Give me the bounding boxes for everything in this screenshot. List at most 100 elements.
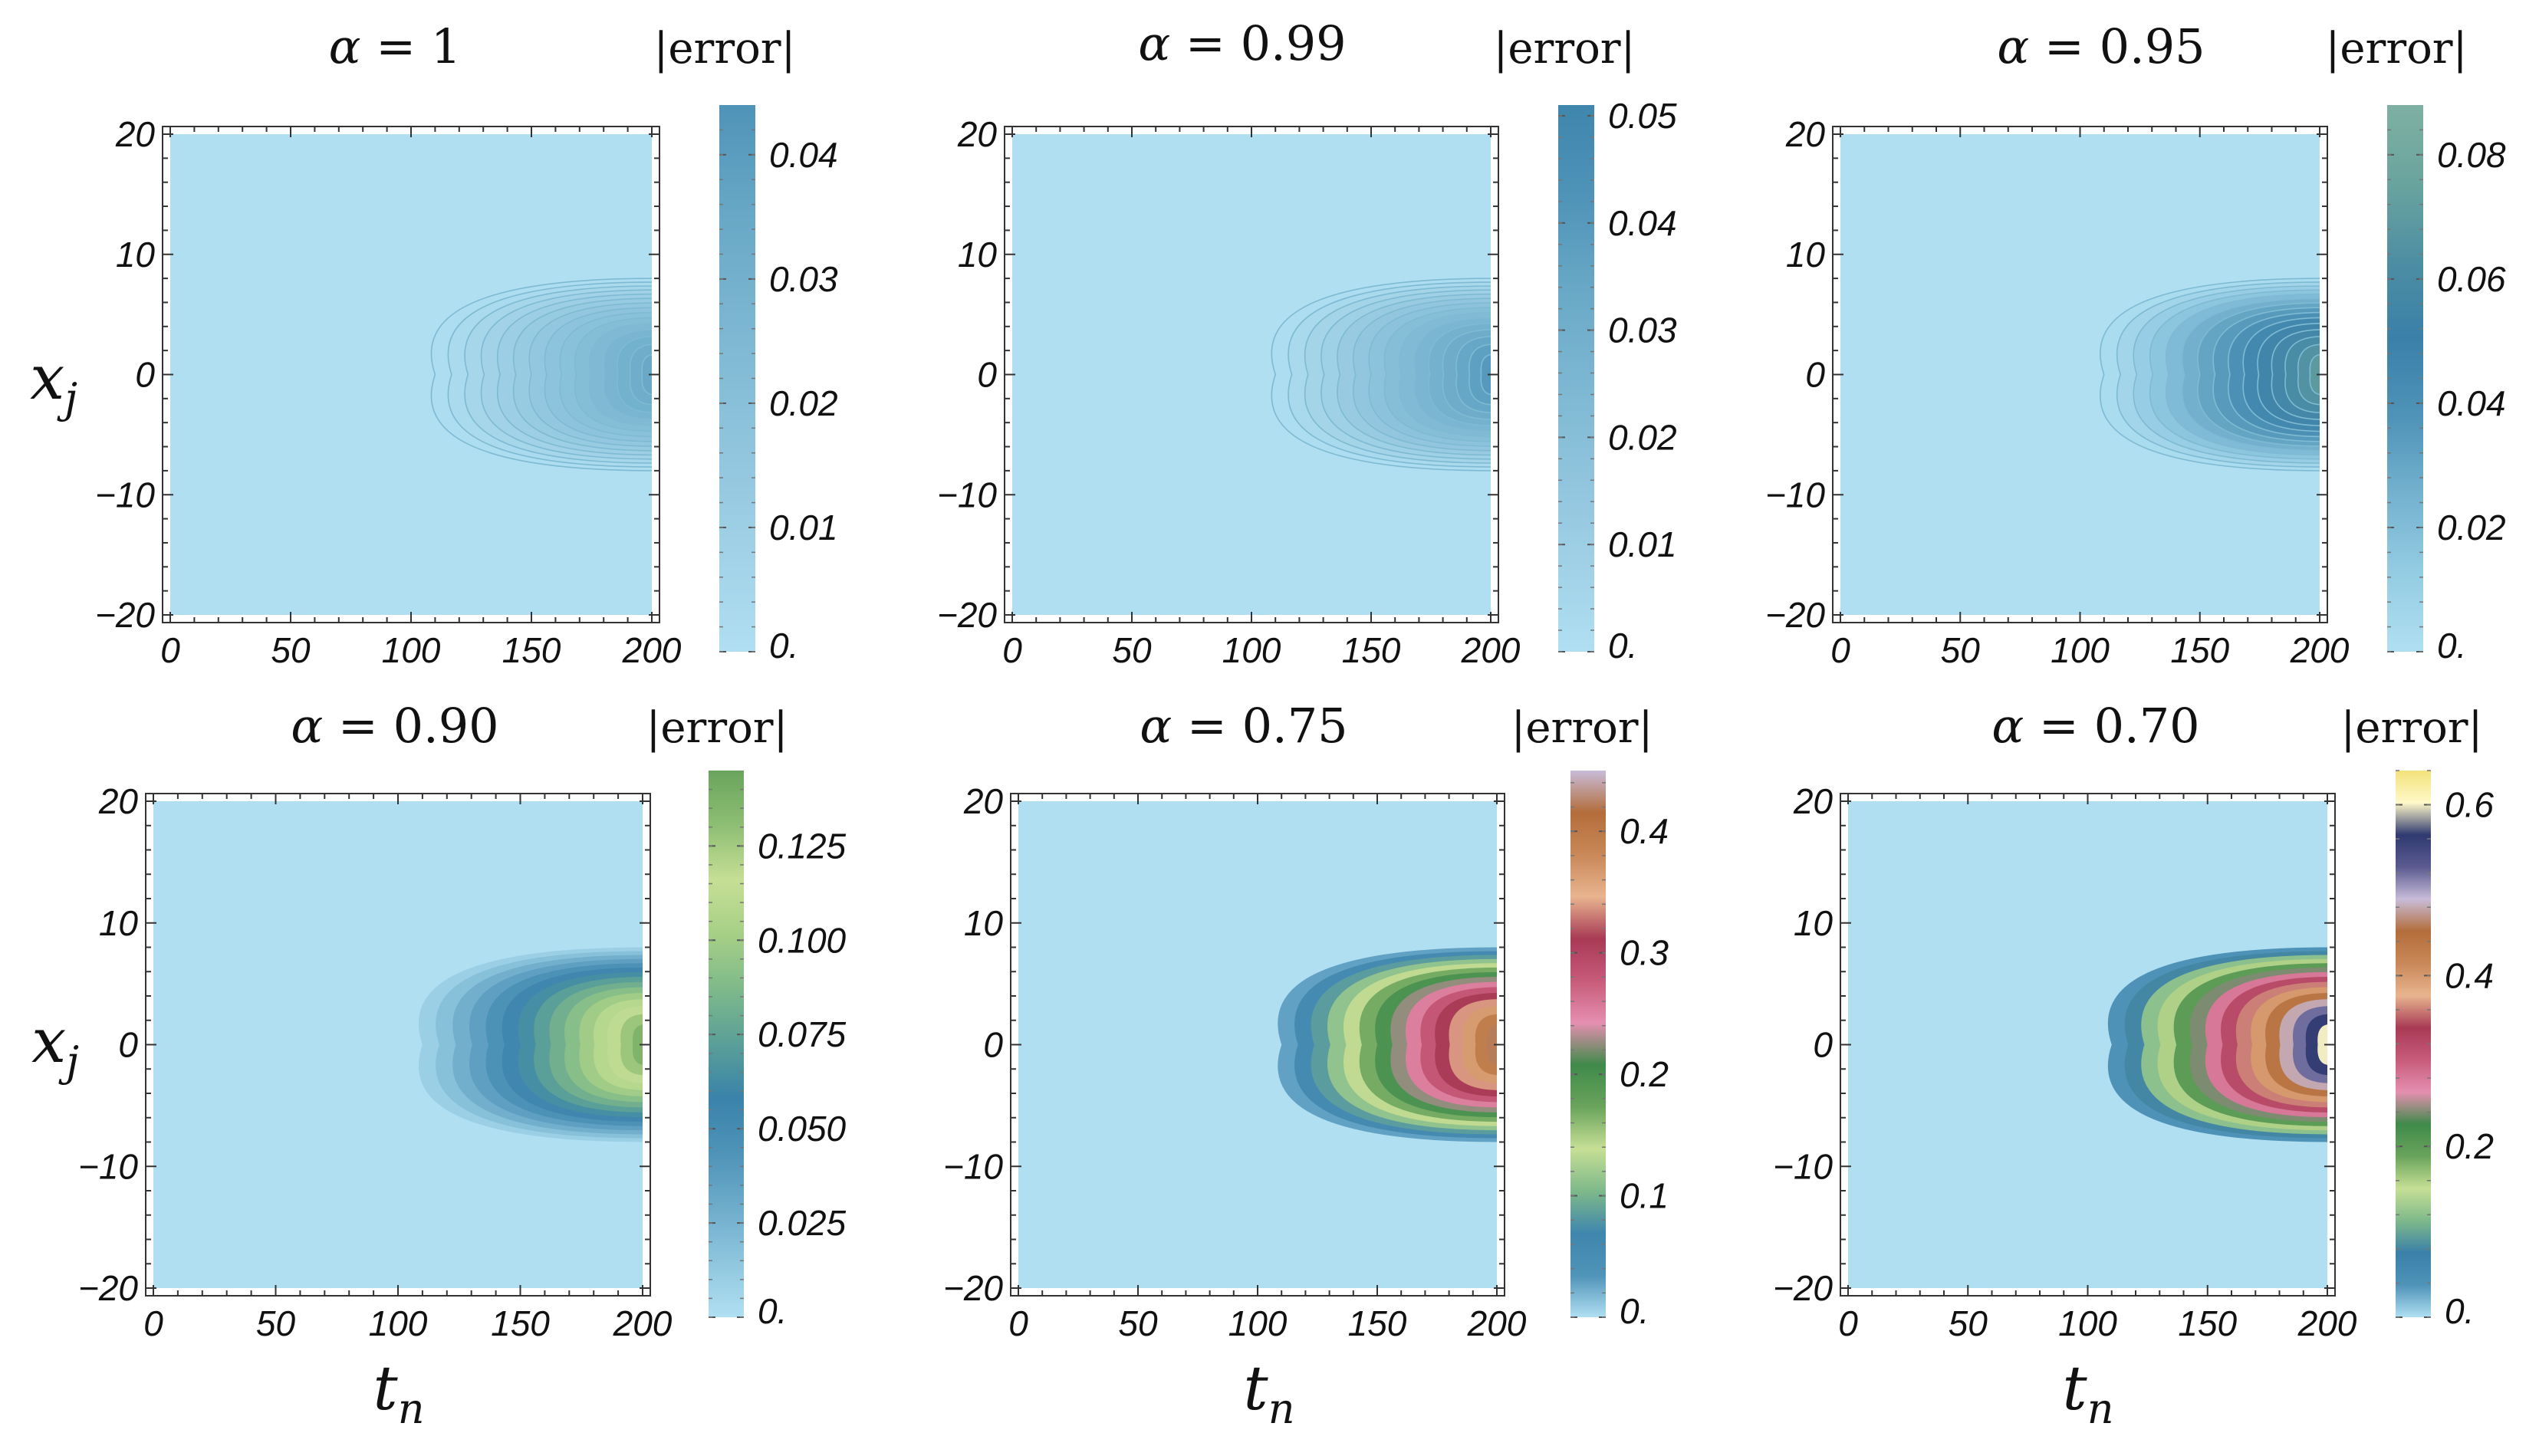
colorbar-title: |error| — [1511, 703, 1653, 753]
colorbar-tick-label: 0.4 — [1620, 811, 1669, 851]
colorbar-title: |error| — [654, 24, 796, 74]
y-tick-label: 10 — [116, 235, 156, 274]
x-tick-label: 50 — [1941, 630, 1981, 670]
x-tick-label: 100 — [1222, 630, 1281, 670]
x-tick-label: 150 — [502, 630, 561, 670]
x-tick-label: 50 — [256, 1303, 296, 1343]
alpha-value: = 0.95 — [2029, 18, 2205, 74]
x-tick-label: 150 — [2170, 630, 2229, 670]
contour-level-15 — [2309, 353, 2320, 396]
colorbar-tick-label: 0.1 — [1620, 1176, 1669, 1216]
y-tick-label: −20 — [1765, 595, 1825, 635]
y-tick-label: 0 — [1805, 355, 1825, 395]
x-tick-label: 0 — [160, 630, 180, 670]
y-tick-label: 10 — [958, 235, 998, 274]
colorbar-tick-label: 0.125 — [758, 826, 847, 866]
contour-level-15 — [641, 353, 652, 396]
colorbar-tick-label: 0.02 — [2437, 508, 2506, 547]
colorbar-title: |error| — [646, 703, 788, 753]
contour-level-15 — [1480, 353, 1491, 396]
contour-group — [430, 278, 652, 472]
colorbar — [719, 105, 755, 652]
ticks — [1840, 794, 2335, 1296]
x-tick-label: 200 — [622, 630, 682, 670]
colorbar-tick-label: 0.075 — [758, 1014, 847, 1054]
colorbar-tick-label: 0.03 — [1608, 311, 1677, 350]
colorbar-tick-label: 0.2 — [2445, 1126, 2494, 1166]
alpha-value: = 0.90 — [323, 698, 498, 754]
y-tick-label: −20 — [95, 595, 155, 635]
panel-title: α = 0.95 — [1997, 18, 2205, 74]
y-tick-label: −10 — [1765, 475, 1825, 514]
x-tick-label: 50 — [1949, 1303, 1988, 1343]
panel-2: 0 50 100 150 200 −20 −10 0 10 20 α = 0.99 0. 0.01 0.0… — [937, 15, 1677, 670]
panel-title: α = 1 — [329, 18, 462, 74]
alpha-symbol: α — [1138, 15, 1170, 71]
colorbar-tick-label: 0.050 — [758, 1109, 847, 1149]
x-tick-label: 0 — [143, 1303, 163, 1343]
y-tick-label: −10 — [78, 1146, 138, 1186]
y-tick-label: −20 — [943, 1268, 1003, 1308]
x-axis-label: tn — [1244, 1352, 1295, 1433]
contour-group — [419, 947, 643, 1142]
y-tick-label: −10 — [937, 475, 997, 514]
panel-title: α = 0.99 — [1138, 15, 1346, 71]
x-tick-label: 100 — [2058, 1303, 2117, 1343]
x-tick-label: 200 — [1467, 1303, 1527, 1343]
y-tick-label: −20 — [1773, 1268, 1833, 1308]
alpha-value: = 0.99 — [1170, 15, 1346, 71]
x-tick-label: 0 — [1002, 630, 1022, 670]
x-tick-label: 150 — [2178, 1303, 2237, 1343]
y-tick-label: −20 — [78, 1268, 138, 1308]
colorbar-tick-label: 0.01 — [1608, 524, 1677, 564]
x-axis-label: tn — [373, 1352, 425, 1433]
alpha-symbol: α — [1997, 18, 2029, 74]
colorbar-tick-label: 0. — [1620, 1291, 1649, 1331]
colorbar-tick-label: 0.100 — [758, 920, 847, 960]
contour-group — [2100, 278, 2320, 472]
x-tick-label: 100 — [2051, 630, 2110, 670]
x-tick-label: 200 — [613, 1303, 673, 1343]
x-tick-label: 200 — [2290, 630, 2350, 670]
colorbar-tick-label: 0. — [2437, 626, 2466, 666]
y-tick-label: 10 — [1786, 235, 1826, 274]
colorbar-title: |error| — [1494, 24, 1636, 74]
colorbar-tick-label: 0. — [1608, 626, 1637, 666]
panel-title: α = 0.70 — [1991, 698, 2199, 754]
colorbar-tick-label: 0.025 — [758, 1203, 847, 1243]
colorbar-tick-label: 0.02 — [1608, 417, 1677, 457]
alpha-value: = 1 — [361, 18, 462, 74]
x-tick-label: 200 — [1461, 630, 1521, 670]
x-tick-label: 50 — [271, 630, 311, 670]
y-tick-label: 20 — [115, 114, 156, 154]
y-tick-label: −10 — [1773, 1146, 1833, 1186]
y-tick-label: 20 — [1793, 781, 1834, 821]
y-tick-label: 0 — [1813, 1025, 1833, 1065]
colorbar-tick-label: 0.2 — [1620, 1054, 1669, 1094]
x-tick-label: 150 — [1348, 1303, 1407, 1343]
x-tick-label: 100 — [1228, 1303, 1288, 1343]
colorbar — [2396, 771, 2431, 1317]
y-axis-label: xj — [31, 1005, 79, 1086]
x-tick-label: 100 — [382, 630, 441, 670]
y-tick-label: 20 — [963, 781, 1004, 821]
colorbar-tick-label: 0.05 — [1608, 96, 1677, 136]
panel-1: 0 50 100 150 200 −20 −10 0 10 20 α = 1 0. 0.01 0.02 0.… — [30, 18, 838, 670]
colorbar — [2387, 105, 2423, 652]
colorbar — [1570, 771, 1606, 1317]
colorbar-tick-label: 0.02 — [769, 383, 838, 423]
colorbar-tick-label: 0.06 — [2437, 259, 2506, 299]
y-tick-label: 10 — [964, 903, 1004, 943]
y-tick-label: 0 — [983, 1025, 1003, 1065]
panel-6: 0 50 100 150 200 −20 −10 0 10 20 α = 0.70 0. 0.2 0.4 0… — [1773, 698, 2494, 1433]
colorbar-tick-label: 0.04 — [1608, 203, 1677, 243]
y-tick-label: 0 — [135, 355, 155, 395]
ticks — [1005, 127, 1498, 623]
colorbar — [709, 771, 744, 1317]
contour-level-15 — [1487, 1024, 1497, 1065]
alpha-value: = 0.70 — [2024, 698, 2199, 754]
y-axis-label: xj — [30, 342, 77, 422]
contour-group — [1278, 947, 1497, 1142]
panel-4: 0 50 100 150 200 −20 −10 0 10 20 α = 0.90 0. 0.025 0.… — [31, 698, 846, 1433]
alpha-symbol: α — [329, 18, 361, 74]
